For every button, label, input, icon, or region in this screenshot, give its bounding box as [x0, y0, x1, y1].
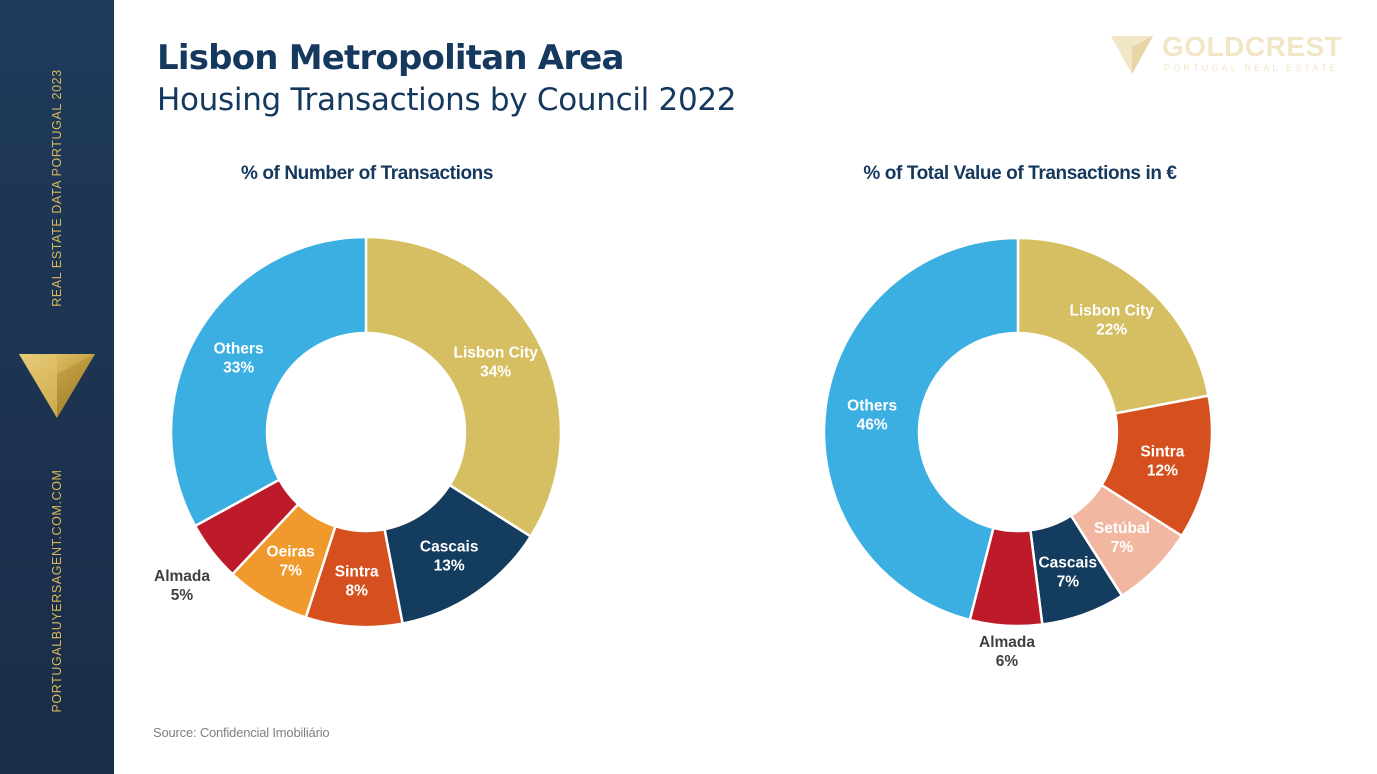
donut-slice-lisbon-city — [1016, 236, 1211, 415]
page-title: Lisbon Metropolitan Area — [157, 38, 625, 78]
slice-label-sintra: Sintra — [335, 564, 379, 581]
slice-value-sintra: 8% — [346, 583, 369, 600]
slice-label-almada: Almada — [979, 634, 1035, 651]
triangle-logo-icon — [19, 354, 95, 418]
slice-label-lisbon-city: Lisbon City — [453, 345, 538, 362]
chart-2-title: % of Total Value of Transactions in € — [863, 163, 1177, 184]
slice-value-oeiras: 7% — [279, 562, 302, 579]
donut-slice-others — [169, 235, 368, 528]
slice-value-set-bal: 7% — [1111, 539, 1134, 556]
brand-logo: GOLDCREST PORTUGAL REAL ESTATE — [1110, 31, 1345, 75]
sidebar: REAL ESTATE DATA PORTUGAL 2023 PORTUGALB… — [0, 0, 114, 774]
slice-label-others: Others — [847, 398, 897, 415]
donut-slice-others — [822, 236, 1020, 622]
slice-label-lisbon-city: Lisbon City — [1070, 303, 1155, 320]
slice-label-cascais: Cascais — [420, 538, 479, 555]
slice-label-cascais: Cascais — [1038, 554, 1097, 571]
slice-value-lisbon-city: 22% — [1096, 322, 1127, 339]
slice-value-cascais: 7% — [1057, 573, 1080, 590]
slice-value-almada: 5% — [171, 587, 194, 604]
slice-label-sintra: Sintra — [1140, 444, 1184, 461]
slice-value-sintra: 12% — [1147, 463, 1178, 480]
slice-value-others: 46% — [857, 417, 888, 434]
slice-value-cascais: 13% — [434, 557, 465, 574]
slice-label-set-bal: Setúbal — [1094, 520, 1150, 537]
slice-value-others: 33% — [223, 360, 254, 377]
slice-value-almada: 6% — [996, 653, 1019, 670]
source-note: Source: Confidencial Imobiliário — [153, 725, 330, 740]
donut-slice-lisbon-city — [364, 235, 563, 539]
page-subtitle: Housing Transactions by Council 2022 — [157, 82, 737, 118]
slice-label-others: Others — [214, 341, 264, 358]
brand-triangle-icon — [1111, 36, 1153, 74]
brand-name: GOLDCREST — [1162, 31, 1343, 62]
brand-tagline: PORTUGAL REAL ESTATE — [1164, 63, 1339, 73]
chart-1-title: % of Number of Transactions — [240, 163, 494, 184]
slice-value-lisbon-city: 34% — [480, 364, 511, 381]
slice-label-oeiras: Oeiras — [267, 543, 315, 560]
slice-label-almada: Almada — [154, 568, 210, 585]
